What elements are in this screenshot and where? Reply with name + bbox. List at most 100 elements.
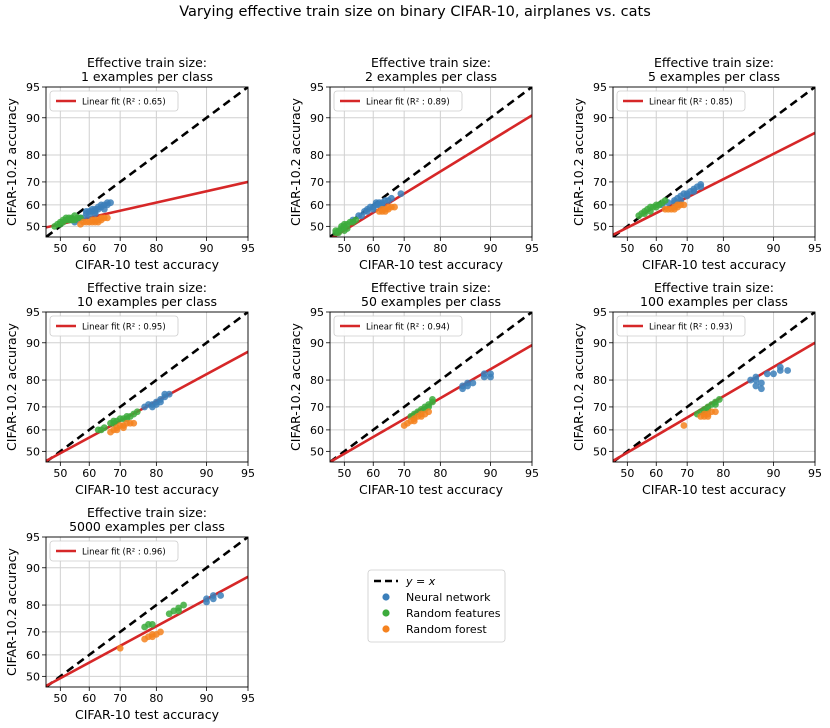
- x-tick-label: 50: [53, 692, 67, 705]
- random-forest-point: [674, 201, 681, 209]
- subplot-3: Effective train size:5 examples per clas…: [571, 55, 822, 272]
- fit-legend-label: Linear fit (R² : 0.85): [649, 98, 733, 108]
- legend-label: Random features: [406, 607, 501, 620]
- neural-network-point: [217, 592, 225, 599]
- subplot-title-line2: 5000 examples per class: [69, 519, 225, 534]
- fit-legend-box: [49, 315, 179, 337]
- y-axis-label: CIFAR-10.2 accuracy: [288, 97, 303, 226]
- neural-network-point: [358, 212, 365, 220]
- linear-fit-line: [46, 575, 248, 687]
- figure-title: Varying effective train size on binary C…: [179, 4, 651, 20]
- random-forest-point: [120, 424, 127, 432]
- random-forest-point: [103, 214, 111, 222]
- y-tick-label: 60: [310, 199, 324, 212]
- x-tick-label: 50: [337, 467, 351, 480]
- x-tick-label: 90: [484, 467, 498, 480]
- fit-legend-label: Linear fit (R² : 0.93): [649, 323, 733, 333]
- x-axis-label: CIFAR-10 test accuracy: [642, 257, 787, 272]
- random-features-point: [715, 396, 723, 403]
- y-axis-label: CIFAR-10.2 accuracy: [288, 322, 303, 451]
- axes-frame: [329, 311, 533, 463]
- identity-line: [46, 312, 248, 462]
- neural-network-point: [784, 367, 792, 374]
- x-tick-label: 60: [649, 242, 663, 255]
- random-features-point: [429, 396, 436, 403]
- subplot-2: Effective train size:2 examples per clas…: [288, 55, 539, 272]
- subplot-5: Effective train size:50 examples per cla…: [288, 280, 539, 497]
- subplot-title-line2: 5 examples per class: [648, 69, 780, 84]
- neural-network-point: [387, 194, 395, 202]
- neural-network-point: [747, 376, 754, 384]
- y-tick-label: 60: [26, 424, 40, 437]
- random-forest-point: [700, 413, 708, 420]
- y-tick-label: 95: [26, 306, 40, 319]
- x-axis-label: CIFAR-10 test accuracy: [359, 482, 504, 497]
- y-tick-label: 50: [310, 445, 324, 458]
- x-tick-label: 95: [525, 467, 539, 480]
- subplot-1: Effective train size:1 examples per clas…: [4, 55, 255, 272]
- x-tick-label: 95: [525, 242, 539, 255]
- random-forest-point: [378, 205, 386, 213]
- y-tick-label: 90: [26, 337, 40, 350]
- random-features-point: [661, 197, 669, 204]
- random-features-point: [180, 601, 187, 609]
- subplot-title-line1: Effective train size:: [371, 55, 491, 70]
- neural-network-point: [363, 208, 371, 215]
- subplot-title-line1: Effective train size:: [87, 505, 207, 520]
- y-tick-label: 70: [26, 626, 40, 639]
- axes-frame: [45, 86, 249, 238]
- y-tick-label: 70: [26, 176, 40, 189]
- y-axis-label: CIFAR-10.2 accuracy: [571, 322, 586, 451]
- y-tick-label: 95: [26, 531, 40, 544]
- plot-area: [330, 312, 532, 462]
- random-forest-point: [384, 203, 392, 211]
- fit-legend-label: Linear fit (R² : 0.89): [366, 98, 450, 108]
- plot-area: [46, 537, 248, 687]
- random-features-point: [340, 220, 348, 228]
- x-tick-label: 50: [620, 242, 634, 255]
- axes-frame: [612, 86, 816, 238]
- random-forest-point: [391, 203, 398, 211]
- x-tick-label: 50: [337, 242, 351, 255]
- neural-network-point: [480, 370, 488, 378]
- y-tick-label: 60: [310, 424, 324, 437]
- fit-legend-box: [49, 90, 179, 112]
- neural-network-point: [397, 190, 405, 198]
- x-tick-label: 80: [149, 242, 163, 255]
- x-tick-label: 95: [241, 692, 255, 705]
- x-tick-label: 95: [808, 467, 822, 480]
- y-tick-label: 90: [593, 112, 607, 125]
- y-tick-label: 70: [310, 176, 324, 189]
- x-tick-label: 80: [716, 467, 730, 480]
- y-axis-label: CIFAR-10.2 accuracy: [4, 322, 19, 451]
- y-tick-label: 95: [593, 306, 607, 319]
- random-features-point: [332, 227, 340, 235]
- x-axis-label: CIFAR-10 test accuracy: [75, 707, 220, 722]
- subplot-title-line2: 1 examples per class: [81, 69, 213, 84]
- x-tick-label: 70: [113, 692, 127, 705]
- subplot-title-line2: 2 examples per class: [365, 69, 497, 84]
- y-tick-label: 90: [310, 112, 324, 125]
- neural-network-point: [469, 379, 477, 387]
- x-tick-label: 90: [767, 467, 781, 480]
- y-tick-label: 70: [310, 401, 324, 414]
- random-features-point: [133, 408, 141, 416]
- random-forest-point: [157, 628, 164, 636]
- legend-swatch-dot: [382, 593, 390, 601]
- neural-network-point: [103, 201, 111, 209]
- y-tick-label: 80: [593, 374, 607, 387]
- x-tick-label: 90: [200, 242, 214, 255]
- identity-line: [330, 312, 532, 462]
- y-axis-label: CIFAR-10.2 accuracy: [571, 97, 586, 226]
- x-tick-label: 90: [767, 242, 781, 255]
- neural-network-point: [776, 363, 784, 371]
- x-tick-label: 95: [241, 242, 255, 255]
- x-axis-label: CIFAR-10 test accuracy: [75, 257, 220, 272]
- y-tick-label: 80: [26, 599, 40, 612]
- figure-legend: y = x Neural network Random features Random…: [367, 569, 506, 643]
- random-forest-point: [113, 426, 121, 434]
- y-tick-label: 70: [593, 401, 607, 414]
- x-tick-label: 95: [808, 242, 822, 255]
- x-axis-label: CIFAR-10 test accuracy: [642, 482, 787, 497]
- neural-network-point: [487, 373, 494, 381]
